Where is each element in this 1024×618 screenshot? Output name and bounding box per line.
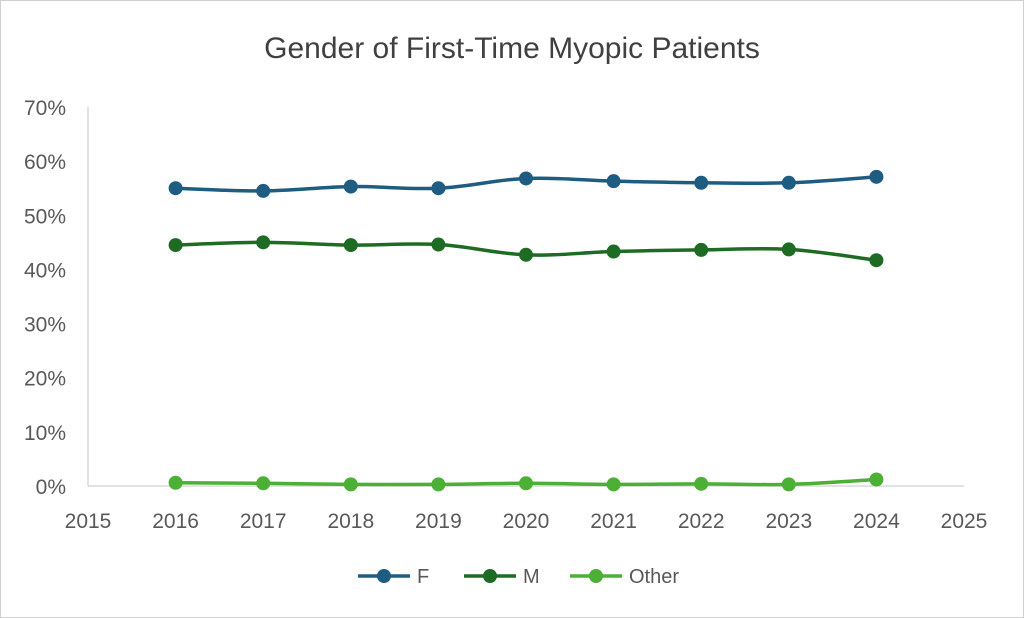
data-point-f bbox=[694, 175, 709, 190]
x-tick-label: 2020 bbox=[503, 510, 550, 533]
data-point-m bbox=[343, 238, 358, 253]
data-point-other bbox=[519, 476, 533, 491]
data-point-f bbox=[606, 174, 621, 189]
series-layer bbox=[168, 169, 884, 492]
y-tick-label: 40% bbox=[24, 259, 66, 282]
legend-swatch-marker bbox=[589, 569, 603, 583]
data-point-m bbox=[606, 244, 621, 259]
y-tick-label: 0% bbox=[36, 476, 66, 499]
data-point-other bbox=[694, 476, 709, 491]
x-tick-label: 2018 bbox=[327, 510, 374, 533]
legend-label: Other bbox=[629, 566, 679, 588]
data-point-m bbox=[431, 237, 446, 252]
legend-swatch-marker bbox=[483, 569, 497, 583]
legend-item-m: M bbox=[464, 566, 540, 588]
x-tick-label: 2017 bbox=[240, 510, 287, 533]
data-point-f bbox=[256, 183, 271, 198]
chart-title: Gender of First-Time Myopic Patients bbox=[264, 32, 760, 65]
x-tick-label: 2021 bbox=[590, 510, 637, 533]
x-tick-label: 2019 bbox=[415, 510, 462, 533]
x-tick-label: 2025 bbox=[941, 510, 988, 533]
series-m bbox=[168, 235, 884, 268]
x-tick-label: 2015 bbox=[65, 510, 112, 533]
data-point-f bbox=[168, 181, 183, 196]
y-tick-label: 10% bbox=[24, 422, 66, 445]
y-tick-label: 70% bbox=[24, 97, 66, 120]
data-point-other bbox=[343, 477, 358, 492]
data-point-other bbox=[869, 472, 884, 487]
data-point-other bbox=[781, 477, 796, 492]
data-point-other bbox=[431, 477, 446, 492]
data-point-m bbox=[519, 247, 533, 262]
data-point-f bbox=[431, 181, 446, 196]
data-point-f bbox=[519, 171, 533, 186]
data-point-other bbox=[168, 475, 183, 490]
series-f bbox=[168, 169, 884, 198]
legend-item-f: F bbox=[358, 566, 429, 588]
data-point-m bbox=[256, 235, 271, 250]
y-tick-label: 50% bbox=[24, 205, 66, 228]
legend: F M Other bbox=[358, 566, 679, 588]
x-tick-label: 2024 bbox=[853, 510, 900, 533]
data-point-f bbox=[343, 179, 358, 194]
y-tick-label: 60% bbox=[24, 151, 66, 174]
data-point-m bbox=[694, 242, 709, 257]
data-point-m bbox=[168, 238, 183, 253]
legend-swatch-marker bbox=[377, 569, 391, 583]
data-point-other bbox=[256, 476, 271, 491]
data-point-m bbox=[869, 253, 884, 268]
x-tick-label: 2023 bbox=[765, 510, 812, 533]
data-point-m bbox=[781, 242, 796, 257]
series-other bbox=[168, 472, 884, 492]
legend-item-other: Other bbox=[570, 566, 679, 588]
legend-label: F bbox=[417, 566, 429, 588]
data-point-other bbox=[606, 477, 621, 492]
axes: 0% 10% 20% 30% 40% 50% 60% 70% 2015 2016 2017 2018 2… bbox=[24, 97, 987, 533]
y-tick-label: 20% bbox=[24, 368, 66, 391]
data-point-f bbox=[869, 169, 884, 184]
legend-label: M bbox=[523, 566, 540, 588]
x-tick-label: 2016 bbox=[152, 510, 199, 533]
y-tick-label: 30% bbox=[24, 314, 66, 337]
data-point-f bbox=[781, 175, 796, 190]
x-tick-label: 2022 bbox=[678, 510, 725, 533]
